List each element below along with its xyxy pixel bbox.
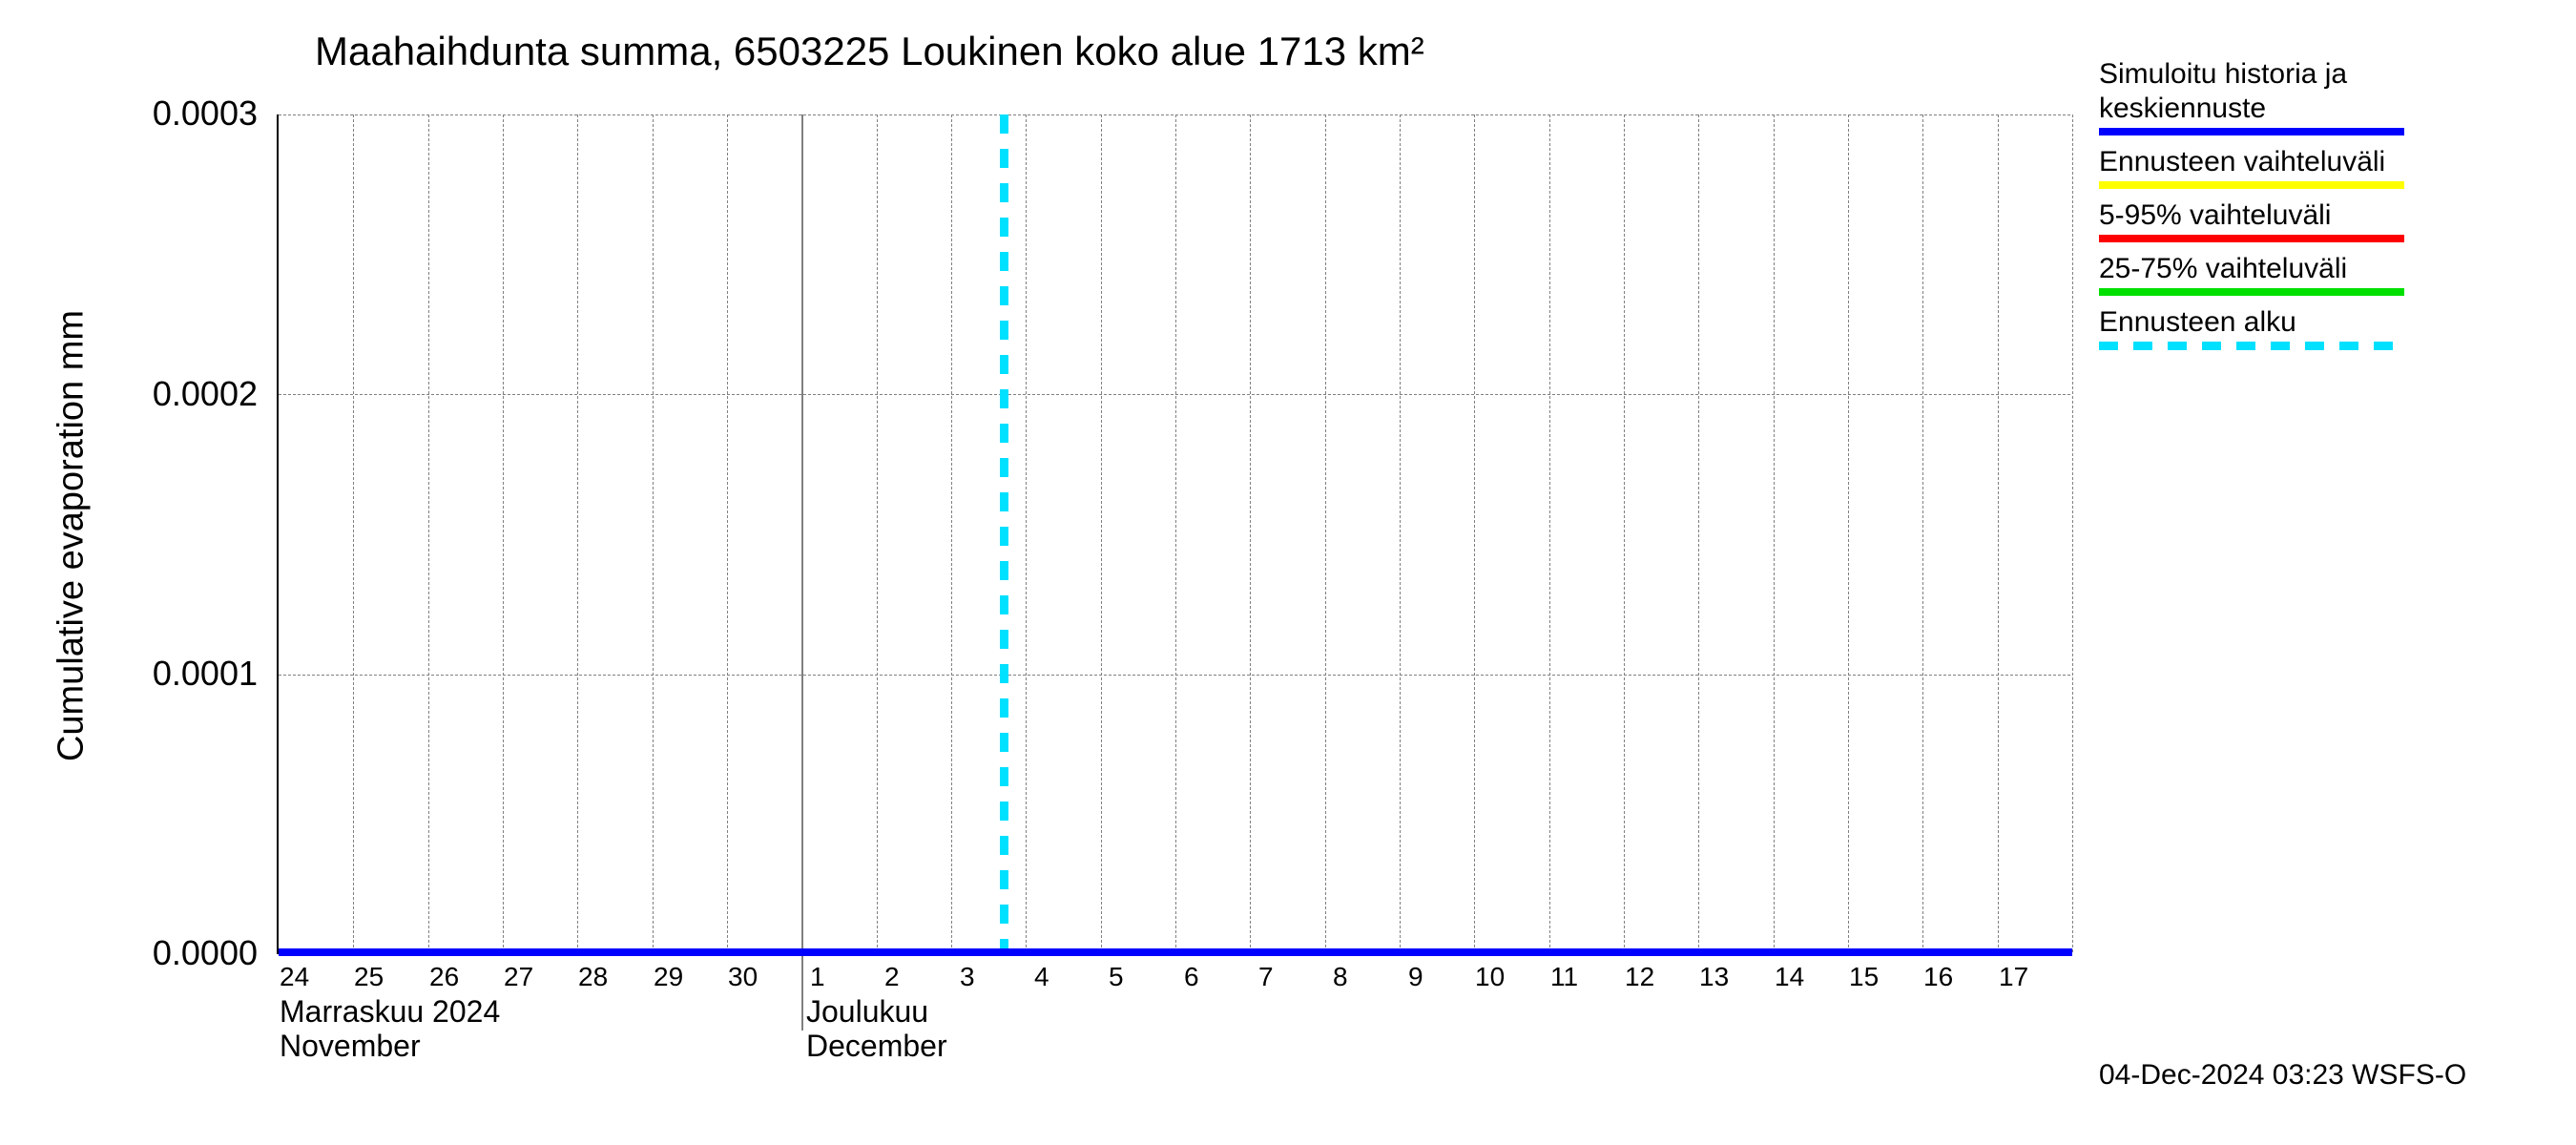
ytick-label: 0.0000 [124, 933, 258, 973]
xtick-label: 1 [810, 962, 825, 992]
gridline-v [1998, 114, 1999, 952]
month-separator [801, 114, 803, 1030]
legend-item: Simuloitu historia ja keskiennuste [2099, 57, 2404, 135]
xtick-label: 27 [504, 962, 533, 992]
gridline-v [1175, 114, 1176, 952]
xtick-label: 15 [1849, 962, 1879, 992]
month-label-en: December [806, 1029, 947, 1064]
legend: Simuloitu historia ja keskiennuste Ennus… [2099, 57, 2404, 360]
gridline-v [1774, 114, 1775, 952]
xtick-label: 4 [1034, 962, 1049, 992]
gridline-v [877, 114, 878, 952]
xtick-label: 10 [1475, 962, 1505, 992]
legend-swatch [2099, 181, 2404, 189]
xtick-label: 17 [1999, 962, 2028, 992]
footer-timestamp: 04-Dec-2024 03:23 WSFS-O [2099, 1059, 2466, 1092]
forecast-start-line [1000, 114, 1008, 954]
xtick-label: 2 [884, 962, 900, 992]
ytick-label: 0.0001 [124, 654, 258, 694]
gridline-v [1026, 114, 1027, 952]
gridline-v [1624, 114, 1625, 952]
legend-label: Ennusteen alku [2099, 305, 2404, 340]
xtick-label: 29 [654, 962, 683, 992]
chart-container: Maahaihdunta summa, 6503225 Loukinen kok… [0, 0, 2576, 1145]
xtick-label: 3 [960, 962, 975, 992]
y-axis-label: Cumulative evaporation mm [52, 298, 93, 775]
legend-swatch [2099, 288, 2404, 296]
legend-label: Ennusteen vaihteluväli [2099, 145, 2404, 179]
xtick-label: 5 [1109, 962, 1124, 992]
gridline-v [577, 114, 578, 952]
legend-swatch [2099, 128, 2404, 135]
gridline-v [1922, 114, 1923, 952]
plot-area [277, 114, 2070, 954]
xtick-label: 14 [1775, 962, 1804, 992]
xtick-label: 26 [429, 962, 459, 992]
gridline-v [1848, 114, 1849, 952]
xtick-label: 6 [1184, 962, 1199, 992]
ytick-label: 0.0002 [124, 374, 258, 414]
xtick-label: 16 [1923, 962, 1953, 992]
gridline-h [279, 394, 2070, 395]
legend-item: Ennusteen alku [2099, 305, 2404, 350]
xtick-label: 25 [354, 962, 384, 992]
gridline-h [279, 114, 2070, 115]
legend-swatch [2099, 235, 2404, 242]
gridline-v [951, 114, 952, 952]
gridline-v [1698, 114, 1699, 952]
gridline-v [428, 114, 429, 952]
chart-title: Maahaihdunta summa, 6503225 Loukinen kok… [315, 29, 1424, 74]
gridline-v [1325, 114, 1326, 952]
xtick-label: 9 [1408, 962, 1423, 992]
legend-item: 25-75% vaihteluväli [2099, 252, 2404, 296]
legend-label: 25-75% vaihteluväli [2099, 252, 2404, 286]
legend-swatch [2099, 342, 2404, 350]
legend-item: Ennusteen vaihteluväli [2099, 145, 2404, 189]
legend-item: 5-95% vaihteluväli [2099, 198, 2404, 242]
xtick-label: 28 [578, 962, 608, 992]
legend-label: 5-95% vaihteluväli [2099, 198, 2404, 233]
gridline-v [653, 114, 654, 952]
gridline-v [1250, 114, 1251, 952]
xtick-label: 11 [1550, 962, 1578, 992]
gridline-v [503, 114, 504, 952]
xtick-label: 12 [1625, 962, 1654, 992]
gridline-v [2072, 114, 2073, 952]
gridline-v [1400, 114, 1401, 952]
ytick-label: 0.0003 [124, 94, 258, 134]
xtick-label: 13 [1699, 962, 1729, 992]
main-data-line [279, 948, 2072, 956]
month-label-en: November [280, 1029, 421, 1064]
xtick-label: 30 [728, 962, 758, 992]
xtick-label: 8 [1333, 962, 1348, 992]
month-label-fi: Joulukuu [806, 994, 928, 1030]
xtick-label: 7 [1258, 962, 1274, 992]
gridline-h [279, 675, 2070, 676]
gridline-v [1101, 114, 1102, 952]
gridline-v [727, 114, 728, 952]
legend-label: Simuloitu historia ja keskiennuste [2099, 57, 2404, 126]
gridline-v [1474, 114, 1475, 952]
xtick-label: 24 [280, 962, 309, 992]
gridline-v [353, 114, 354, 952]
gridline-v [1549, 114, 1550, 952]
month-label-fi: Marraskuu 2024 [280, 994, 500, 1030]
